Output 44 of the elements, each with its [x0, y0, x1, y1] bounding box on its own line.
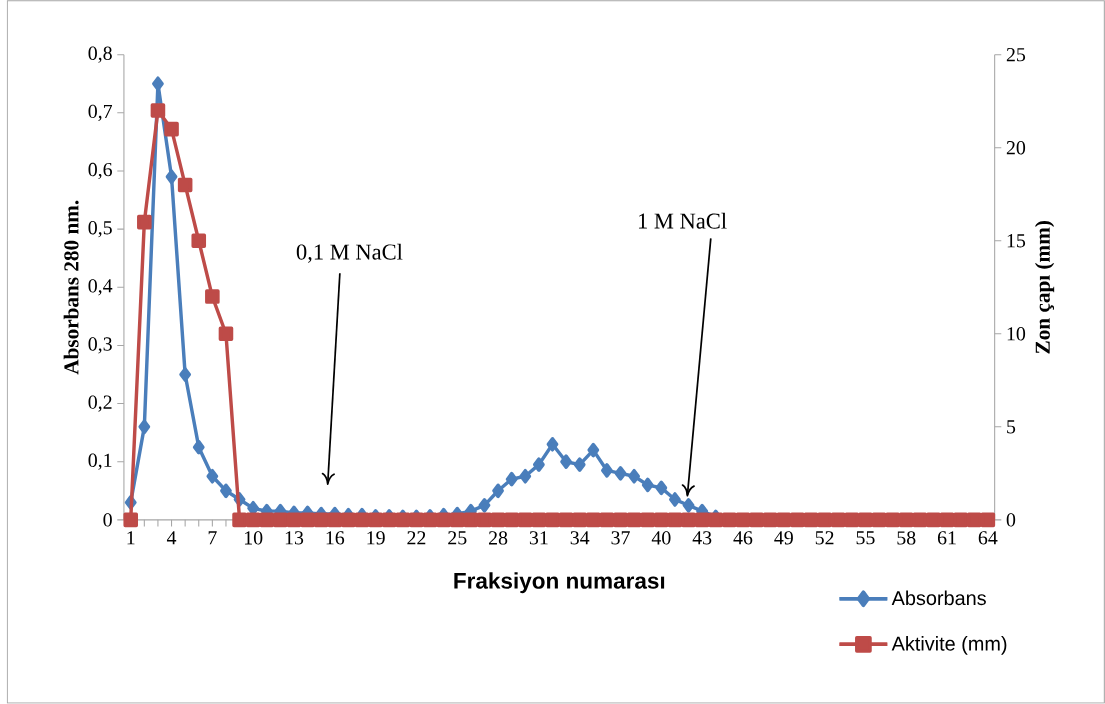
y2-axis-title: Zon çapı (mm) — [1034, 221, 1055, 354]
y2-tick-label: 20 — [1006, 141, 1026, 155]
x-tick-label: 61 — [937, 531, 956, 545]
x-tick-label: 1 — [127, 531, 135, 545]
x-tick-label: 16 — [326, 531, 345, 545]
x-tick-label: 37 — [611, 531, 630, 545]
y-tick-label: 0,1 — [88, 453, 112, 470]
y-tick-label: 0,7 — [88, 104, 113, 122]
x-tick-label: 55 — [856, 531, 875, 545]
x-tick-label: 7 — [208, 531, 217, 545]
y2-tick-label: 25 — [1006, 48, 1026, 62]
y2-tick-label: 15 — [1007, 234, 1026, 248]
x-tick-label: 31 — [529, 531, 548, 545]
y-axis-title: Absorbans 280 nm. — [63, 200, 79, 375]
x-tick-label: 10 — [244, 531, 263, 545]
x-tick-label: 34 — [570, 531, 590, 545]
y-tick-label: 0 — [103, 513, 112, 527]
x-tick-label: 40 — [651, 531, 671, 545]
x-tick-label: 58 — [897, 531, 916, 545]
x-tick-label: 49 — [774, 531, 793, 545]
y-tick-label: 0,6 — [88, 162, 113, 180]
x-axis-title: Fraksiyon numarası — [454, 572, 665, 594]
x-tick-label: 28 — [489, 531, 508, 545]
x-tick-label: 13 — [285, 531, 304, 545]
y-tick-label: 0,3 — [88, 337, 112, 354]
legend-label: Aktivite (mm) — [891, 636, 1007, 655]
x-tick-label: 43 — [692, 531, 712, 545]
annotation: 1 M NaCl — [638, 212, 727, 229]
x-tick-label: 64 — [978, 531, 998, 545]
y2-tick-label: 0 — [1006, 513, 1016, 527]
y-tick-label: 0,4 — [88, 279, 113, 296]
x-tick-label: 4 — [166, 531, 177, 545]
x-tick-label: 22 — [407, 531, 426, 545]
x-tick-label: 52 — [815, 531, 834, 545]
x-tick-label: 25 — [448, 531, 467, 545]
legend-label: Absorbans — [891, 590, 986, 606]
x-tick-label: 46 — [733, 531, 753, 545]
y2-tick-label: 5 — [1007, 420, 1016, 434]
annotation: 0,1 M NaCl — [296, 243, 403, 263]
y2-tick-label: 10 — [1007, 327, 1026, 341]
y-tick-label: 0,5 — [88, 221, 112, 238]
y-tick-label: 0,2 — [88, 395, 112, 412]
y-tick-label: 0,8 — [88, 46, 112, 63]
x-tick-label: 19 — [367, 531, 385, 545]
